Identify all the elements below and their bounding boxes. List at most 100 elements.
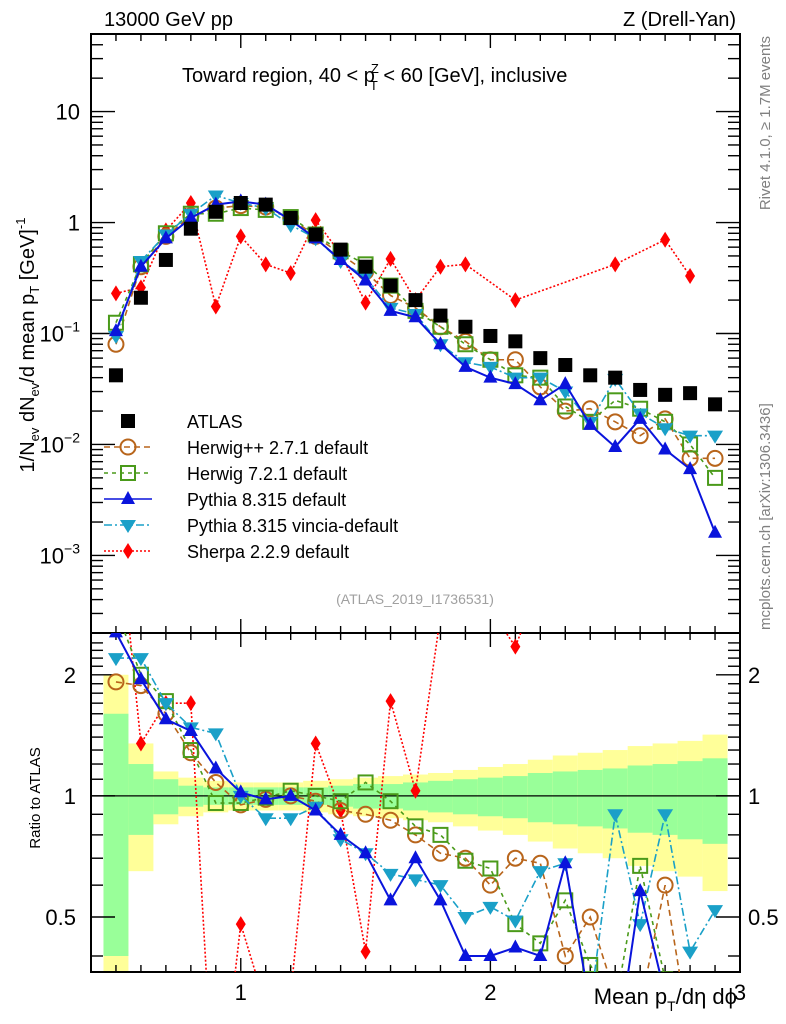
- data-point: [310, 212, 321, 229]
- ratio-line: [115, 681, 681, 972]
- ratio-point: [685, 369, 695, 385]
- ratio-point: [358, 845, 373, 859]
- band-inner-bin: [527, 772, 553, 823]
- data-point: [385, 250, 396, 267]
- data-point: [683, 461, 698, 475]
- legend-label: Pythia 8.315 vincia-default: [187, 516, 398, 536]
- ratio-point: [286, 987, 296, 1003]
- ratio-tick-label-right: 1: [748, 784, 760, 809]
- ratio-point: [207, 728, 224, 742]
- band-inner-bin: [677, 761, 703, 840]
- ratio-series-pythia-8-315-default: [108, 633, 661, 972]
- band-inner-bin: [702, 758, 728, 844]
- ratio-point: [107, 653, 124, 667]
- data-point: [183, 221, 198, 236]
- data-point: [607, 392, 624, 409]
- ratio-point: [332, 793, 349, 810]
- ratio-point: [483, 947, 498, 961]
- legend-label: Herwig++ 2.7.1 default: [187, 438, 368, 458]
- data-point: [210, 298, 221, 315]
- ratio-point: [208, 760, 223, 774]
- ratio-point: [111, 490, 121, 506]
- y-tick-label: 10−1: [40, 319, 81, 347]
- ratio-line: [124, 633, 665, 972]
- header-right: Z (Drell-Yan): [623, 9, 736, 31]
- data-point: [657, 423, 674, 437]
- ratio-point: [481, 876, 499, 894]
- title-sub: T: [370, 78, 378, 93]
- ratio-point: [157, 698, 174, 712]
- ratio-point: [508, 939, 523, 953]
- ratio-tick-label-left: 2: [64, 663, 76, 688]
- ratio-point: [108, 633, 123, 638]
- band-inner-bin: [502, 776, 528, 819]
- ratio-point: [308, 802, 323, 816]
- ratio-point: [135, 735, 146, 752]
- legend-label: ATLAS: [187, 412, 243, 432]
- legend-entry: ATLAS: [121, 412, 243, 432]
- ratio-point: [506, 849, 524, 867]
- band-inner-bin: [477, 777, 503, 817]
- ratio-y-axis-label: Ratio to ATLAS: [27, 747, 44, 848]
- ratio-point: [482, 860, 499, 877]
- data-point: [285, 265, 296, 282]
- data-point: [606, 413, 624, 431]
- data-point: [133, 258, 148, 272]
- data-point: [133, 290, 148, 305]
- ratio-point: [283, 787, 298, 801]
- ratio-point: [357, 774, 374, 791]
- legend-entry: Sherpa 2.2.9 default: [104, 542, 349, 562]
- ratio-point: [233, 784, 248, 798]
- ratio-point: [332, 801, 350, 819]
- y-tick-label: 10−2: [40, 429, 81, 457]
- ratio-tick-label-left: 0.5: [45, 905, 76, 930]
- legend-entry: Pythia 8.315 vincia-default: [104, 516, 398, 536]
- data-point: [482, 361, 499, 375]
- ratio-point: [558, 855, 573, 869]
- band-inner-bin: [652, 764, 678, 835]
- band-inner-bin: [452, 779, 478, 815]
- legend-marker: [120, 465, 136, 481]
- series-line: [115, 204, 716, 460]
- legend-entry: Herwig++ 2.7.1 default: [104, 438, 368, 458]
- data-point: [508, 376, 523, 390]
- y-tick-label: 1: [68, 211, 80, 236]
- ratio-point: [460, 564, 470, 580]
- data-point: [158, 230, 173, 244]
- ratio-point: [282, 813, 299, 827]
- ratio-point: [431, 844, 449, 862]
- data-point: [235, 228, 246, 245]
- ratio-point: [382, 811, 400, 829]
- data-point: [108, 368, 123, 383]
- ratio-point: [581, 908, 599, 926]
- analysis-id: (ATLAS_2019_I1736531): [336, 591, 494, 607]
- ratio-point: [207, 773, 225, 791]
- title-post: < 60 [GeV], inclusive: [378, 65, 568, 87]
- band-inner-bin: [552, 771, 578, 825]
- ratio-point: [360, 943, 371, 960]
- data-point: [706, 449, 724, 467]
- ratio-point: [682, 946, 699, 960]
- data-point: [383, 302, 398, 316]
- x-axis-label: Mean pT/dη dϕ: [594, 984, 737, 1014]
- data-point: [360, 294, 371, 311]
- ratio-tick-label-right: 0.5: [748, 905, 779, 930]
- data-point: [685, 267, 696, 284]
- data-point: [610, 256, 621, 273]
- ratio-point: [158, 711, 173, 725]
- x-tick-label: 2: [484, 980, 496, 1005]
- ratio-point: [333, 826, 348, 840]
- ratio-point: [510, 638, 521, 655]
- legend-marker: [119, 438, 137, 456]
- data-point: [608, 370, 623, 385]
- data-point: [283, 210, 298, 225]
- side-text-bottom: mcplots.cern.ch [arXiv:1306.3436]: [757, 403, 774, 630]
- ratio-point: [109, 603, 123, 617]
- data-point: [558, 376, 573, 390]
- data-point: [583, 416, 598, 430]
- data-point: [708, 397, 723, 412]
- ratio-point: [258, 791, 273, 805]
- data-point: [383, 278, 398, 293]
- ratio-point: [435, 608, 445, 624]
- ratio-point: [458, 947, 473, 961]
